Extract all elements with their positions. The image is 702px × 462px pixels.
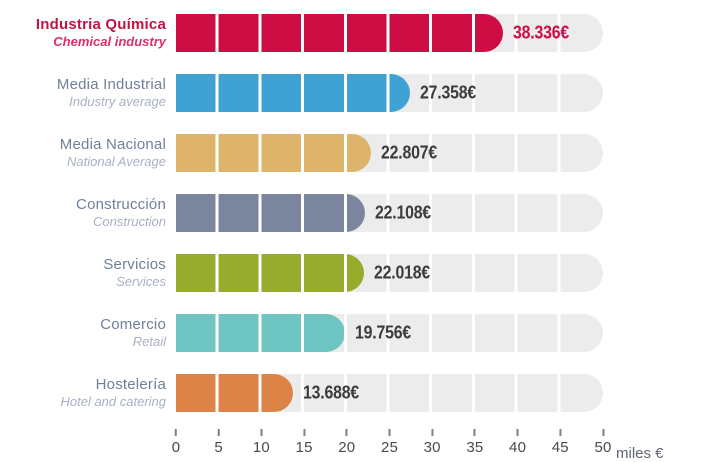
chart-row-media-industrial: Media Industrial Industry average 27.358… bbox=[0, 63, 603, 123]
axis-tick: 50 bbox=[594, 429, 611, 456]
value-label: 27.358€ bbox=[419, 82, 476, 103]
axis-tick: 45 bbox=[552, 429, 569, 456]
bar-area: 38.336€ bbox=[176, 14, 603, 52]
tick-label: 0 bbox=[171, 439, 181, 456]
row-sublabel: Chemical industry bbox=[53, 34, 166, 50]
tick-mark bbox=[516, 429, 519, 436]
tick-label: 5 bbox=[214, 439, 223, 456]
row-labels: Media Nacional National Average bbox=[0, 136, 176, 171]
tick-label: 50 bbox=[594, 439, 612, 456]
tick-mark bbox=[303, 429, 306, 436]
row-label: Construcción bbox=[76, 195, 166, 213]
tick-mark bbox=[388, 429, 391, 436]
row-labels: Industria Química Chemical industry bbox=[0, 16, 176, 51]
row-sublabel: National Average bbox=[66, 154, 166, 170]
row-label: Media Industrial bbox=[56, 75, 166, 93]
axis-tick: 5 bbox=[214, 429, 223, 456]
value-label: 38.336€ bbox=[513, 22, 570, 43]
axis-tick: 0 bbox=[172, 429, 181, 456]
bar bbox=[176, 374, 293, 412]
tick-mark bbox=[260, 429, 263, 436]
row-label: Hostelería bbox=[95, 375, 166, 393]
tick-label: 25 bbox=[380, 439, 399, 456]
chart-row-construccion: Construcción Construction 22.108€ bbox=[0, 183, 603, 243]
axis-tick: 10 bbox=[253, 429, 270, 456]
axis-tick: 40 bbox=[509, 429, 526, 456]
row-label: Media Nacional bbox=[59, 135, 166, 153]
tick-label: 30 bbox=[423, 439, 441, 456]
bar bbox=[176, 134, 371, 172]
row-labels: Hostelería Hotel and catering bbox=[0, 376, 176, 411]
chart-row-comercio: Comercio Retail 19.756€ bbox=[0, 303, 603, 363]
axis-tick: 25 bbox=[381, 429, 398, 456]
value-label: 22.018€ bbox=[374, 262, 431, 283]
chart-row-servicios: Servicios Services 22.018€ bbox=[0, 243, 603, 303]
bar bbox=[176, 14, 504, 52]
row-labels: Construcción Construction bbox=[0, 196, 176, 231]
row-sublabel: Hotel and catering bbox=[60, 394, 166, 410]
tick-label: 20 bbox=[338, 439, 356, 456]
row-sublabel: Industry average bbox=[69, 94, 166, 110]
bar-area: 22.018€ bbox=[176, 254, 603, 292]
value-label: 22.807€ bbox=[380, 142, 437, 163]
bar bbox=[176, 254, 365, 292]
tick-label: 40 bbox=[509, 439, 527, 456]
axis-tick: 35 bbox=[466, 429, 483, 456]
row-label: Servicios bbox=[103, 255, 166, 273]
value-label: 19.756€ bbox=[354, 322, 411, 343]
axis-tick: 15 bbox=[296, 429, 313, 456]
chart-body: Industria Química Chemical industry 38.3… bbox=[0, 3, 664, 462]
chart-row-media-nacional: Media Nacional National Average 22.807€ bbox=[0, 123, 603, 183]
tick-mark bbox=[174, 429, 177, 436]
chart-row-hosteleria: Hostelería Hotel and catering 13.688€ bbox=[0, 363, 603, 423]
tick-label: 15 bbox=[295, 439, 313, 456]
row-labels: Servicios Services bbox=[0, 256, 176, 291]
bar-area: 22.807€ bbox=[176, 134, 603, 172]
tick-mark bbox=[345, 429, 348, 436]
tick-label: 10 bbox=[252, 439, 270, 456]
bar bbox=[176, 194, 365, 232]
bar-area: 13.688€ bbox=[176, 374, 603, 412]
tick-mark bbox=[559, 429, 562, 436]
row-sublabel: Construction bbox=[93, 214, 166, 230]
bar bbox=[176, 74, 410, 112]
tick-label: 45 bbox=[551, 439, 569, 456]
row-label: Comercio bbox=[100, 315, 166, 333]
row-label: Industria Química bbox=[35, 15, 166, 33]
tick-mark bbox=[473, 429, 476, 436]
tick-label: 35 bbox=[466, 439, 484, 456]
axis-tick: 20 bbox=[338, 429, 355, 456]
row-sublabel: Retail bbox=[132, 334, 166, 350]
bar-area: 22.108€ bbox=[176, 194, 603, 232]
tick-mark bbox=[602, 429, 604, 436]
x-axis: miles € 0 5 10 15 20 25 30 35 40 45 50 bbox=[172, 423, 664, 462]
value-label: 22.108€ bbox=[374, 202, 431, 223]
row-labels: Media Industrial Industry average bbox=[0, 76, 176, 111]
row-labels: Comercio Retail bbox=[0, 316, 176, 351]
tick-mark bbox=[431, 429, 434, 436]
bar-area: 27.358€ bbox=[176, 74, 603, 112]
chart-row-industria-quimica: Industria Química Chemical industry 38.3… bbox=[0, 3, 603, 63]
axis-tick: 30 bbox=[424, 429, 441, 456]
axis-unit-label: miles € bbox=[616, 445, 664, 462]
bar-area: 19.756€ bbox=[176, 314, 603, 352]
tick-mark bbox=[217, 429, 220, 436]
bar bbox=[176, 314, 345, 352]
value-label: 13.688€ bbox=[302, 382, 359, 403]
row-sublabel: Services bbox=[116, 274, 166, 290]
